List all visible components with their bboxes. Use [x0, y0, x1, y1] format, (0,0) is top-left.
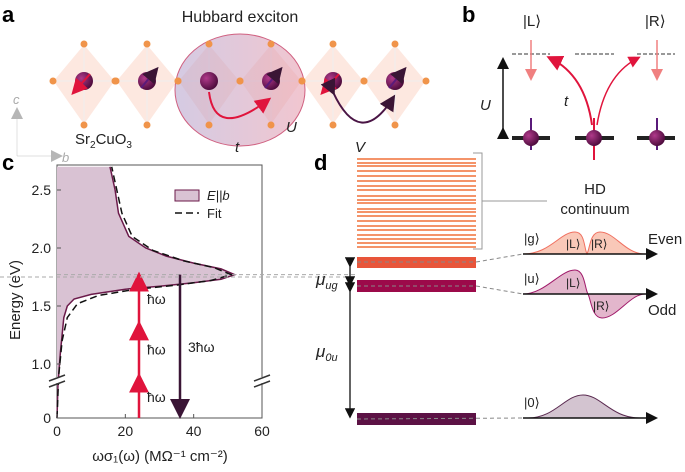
x-tick-label: 60	[254, 423, 270, 439]
ground-wavefunction	[527, 394, 641, 419]
hubbard-exciton-title: Hubbard exciton	[182, 9, 299, 26]
hopping-t-arrow	[208, 91, 272, 119]
photon-label: ħω	[147, 291, 166, 307]
legend-fit: Fit	[207, 206, 222, 221]
emission-label: 3ħω	[188, 339, 215, 355]
mu-ug-label: μug	[315, 270, 338, 292]
label-V: V	[355, 139, 367, 156]
y-tick-label: 2.0	[32, 240, 52, 256]
oxygen-atom	[143, 40, 151, 48]
continuum-label-1: HD	[584, 181, 606, 198]
hop-left-arrow	[546, 56, 593, 126]
oxygen-atom	[205, 40, 213, 48]
panel-label-d: d	[314, 150, 327, 175]
site-atoms	[523, 118, 665, 160]
even-R-label: |R⟩	[591, 237, 607, 251]
odd-L-label: |L⟩	[566, 276, 580, 290]
continuum-bracket	[473, 152, 547, 250]
oxygen-atom	[80, 121, 88, 129]
copper-atom	[200, 72, 218, 90]
oxygen-atom	[391, 40, 399, 48]
axis-break-gap	[254, 377, 270, 383]
oxygen-atom	[360, 77, 368, 85]
label-t: t	[235, 139, 240, 156]
exciton-ellipse	[174, 33, 306, 147]
state-u-label: |u⟩	[524, 271, 540, 286]
oxygen-atom	[267, 121, 275, 129]
spin-arrow	[71, 73, 91, 95]
y-tick-label: 1.0	[32, 356, 52, 372]
x-tick-label: 40	[186, 423, 202, 439]
oxygen-atom	[391, 121, 399, 129]
hd-continuum-levels	[357, 158, 476, 248]
oxygen-atom	[422, 77, 430, 85]
legend-exb: E||b	[207, 188, 230, 203]
panel-d: d HD continuum μug μ0u |g⟩ |L⟩ |R⟩ Even …	[0, 150, 682, 425]
oxygen-atom	[236, 77, 244, 85]
odd-R-label: |R⟩	[593, 299, 609, 313]
mu-0u-label: μ0u	[315, 342, 338, 364]
state-0-label: |0⟩	[524, 395, 540, 410]
panel-label-c: c	[2, 150, 14, 175]
fit-line	[56, 166, 234, 419]
panel-a: a Hubbard exciton t U V Sr2CuO3 c b	[2, 2, 430, 165]
panel-c: c 0 20 40 60 0 1.0 1.5 2.0 2.5 ħω ħω ħω 3ħω Energy (…	[2, 150, 357, 465]
x-tick-label: 0	[53, 423, 61, 439]
axis-break-mark	[253, 374, 271, 388]
photon-label: ħω	[147, 342, 166, 358]
spin-arrow	[140, 66, 159, 89]
continuum-label-2: continuum	[560, 201, 629, 218]
legend-swatch-exb	[174, 189, 200, 202]
label-U-b: U	[480, 97, 491, 114]
state-R-label: |R⟩	[645, 13, 666, 30]
compound-label: Sr2CuO3	[75, 131, 132, 151]
axis-break-gap	[49, 377, 65, 383]
label-t-b: t	[564, 93, 569, 110]
y-tick-label: 0	[43, 410, 51, 426]
y-axis-label: Energy (eV)	[7, 260, 24, 340]
oxygen-atom	[49, 77, 57, 85]
oxygen-atom	[205, 121, 213, 129]
y-tick-label: 2.5	[32, 182, 52, 198]
interaction-v-arrow	[320, 77, 396, 124]
x-tick-label: 20	[118, 423, 134, 439]
even-L-label: |L⟩	[566, 237, 580, 251]
spin-arrow	[264, 66, 283, 89]
hop-right-arrow	[596, 56, 641, 126]
photon-label: ħω	[147, 389, 166, 405]
oxygen-atom	[329, 40, 337, 48]
axis-b-label: b	[62, 150, 69, 165]
y-tick-label: 1.5	[32, 298, 52, 314]
panel-label-a: a	[2, 2, 15, 27]
even-wavefunction	[522, 231, 646, 256]
panel-label-b: b	[462, 2, 475, 27]
level-connectors	[0, 253, 524, 420]
state-g-label: |g⟩	[524, 231, 540, 246]
wavefunction-axes	[523, 248, 658, 424]
label-U: U	[286, 119, 297, 136]
oxygen-atom	[112, 77, 120, 85]
x-axis-label: ωσ₁(ω) (MΩ⁻¹ cm⁻²)	[92, 448, 228, 465]
spectrum-line	[56, 166, 237, 419]
oxygen-atom	[143, 121, 151, 129]
even-label: Even	[648, 231, 682, 248]
oxygen-atom	[174, 77, 182, 85]
state-L-label: |L⟩	[523, 13, 541, 30]
axis-c-label: c	[13, 92, 20, 107]
odd-label: Odd	[648, 302, 676, 319]
crystal-axes	[11, 107, 63, 162]
spectrum-area	[57, 166, 235, 418]
oxygen-atom	[80, 40, 88, 48]
oxygen-atom	[298, 77, 306, 85]
oxygen-atom	[329, 121, 337, 129]
panel-b: b |L⟩ |R⟩ U t	[462, 2, 675, 160]
spectrum-chart: 0 20 40 60 0 1.0 1.5 2.0 2.5 ħω ħω ħω 3ħω	[32, 164, 357, 439]
axis-break-mark	[48, 374, 66, 388]
oxygen-atom	[267, 40, 275, 48]
